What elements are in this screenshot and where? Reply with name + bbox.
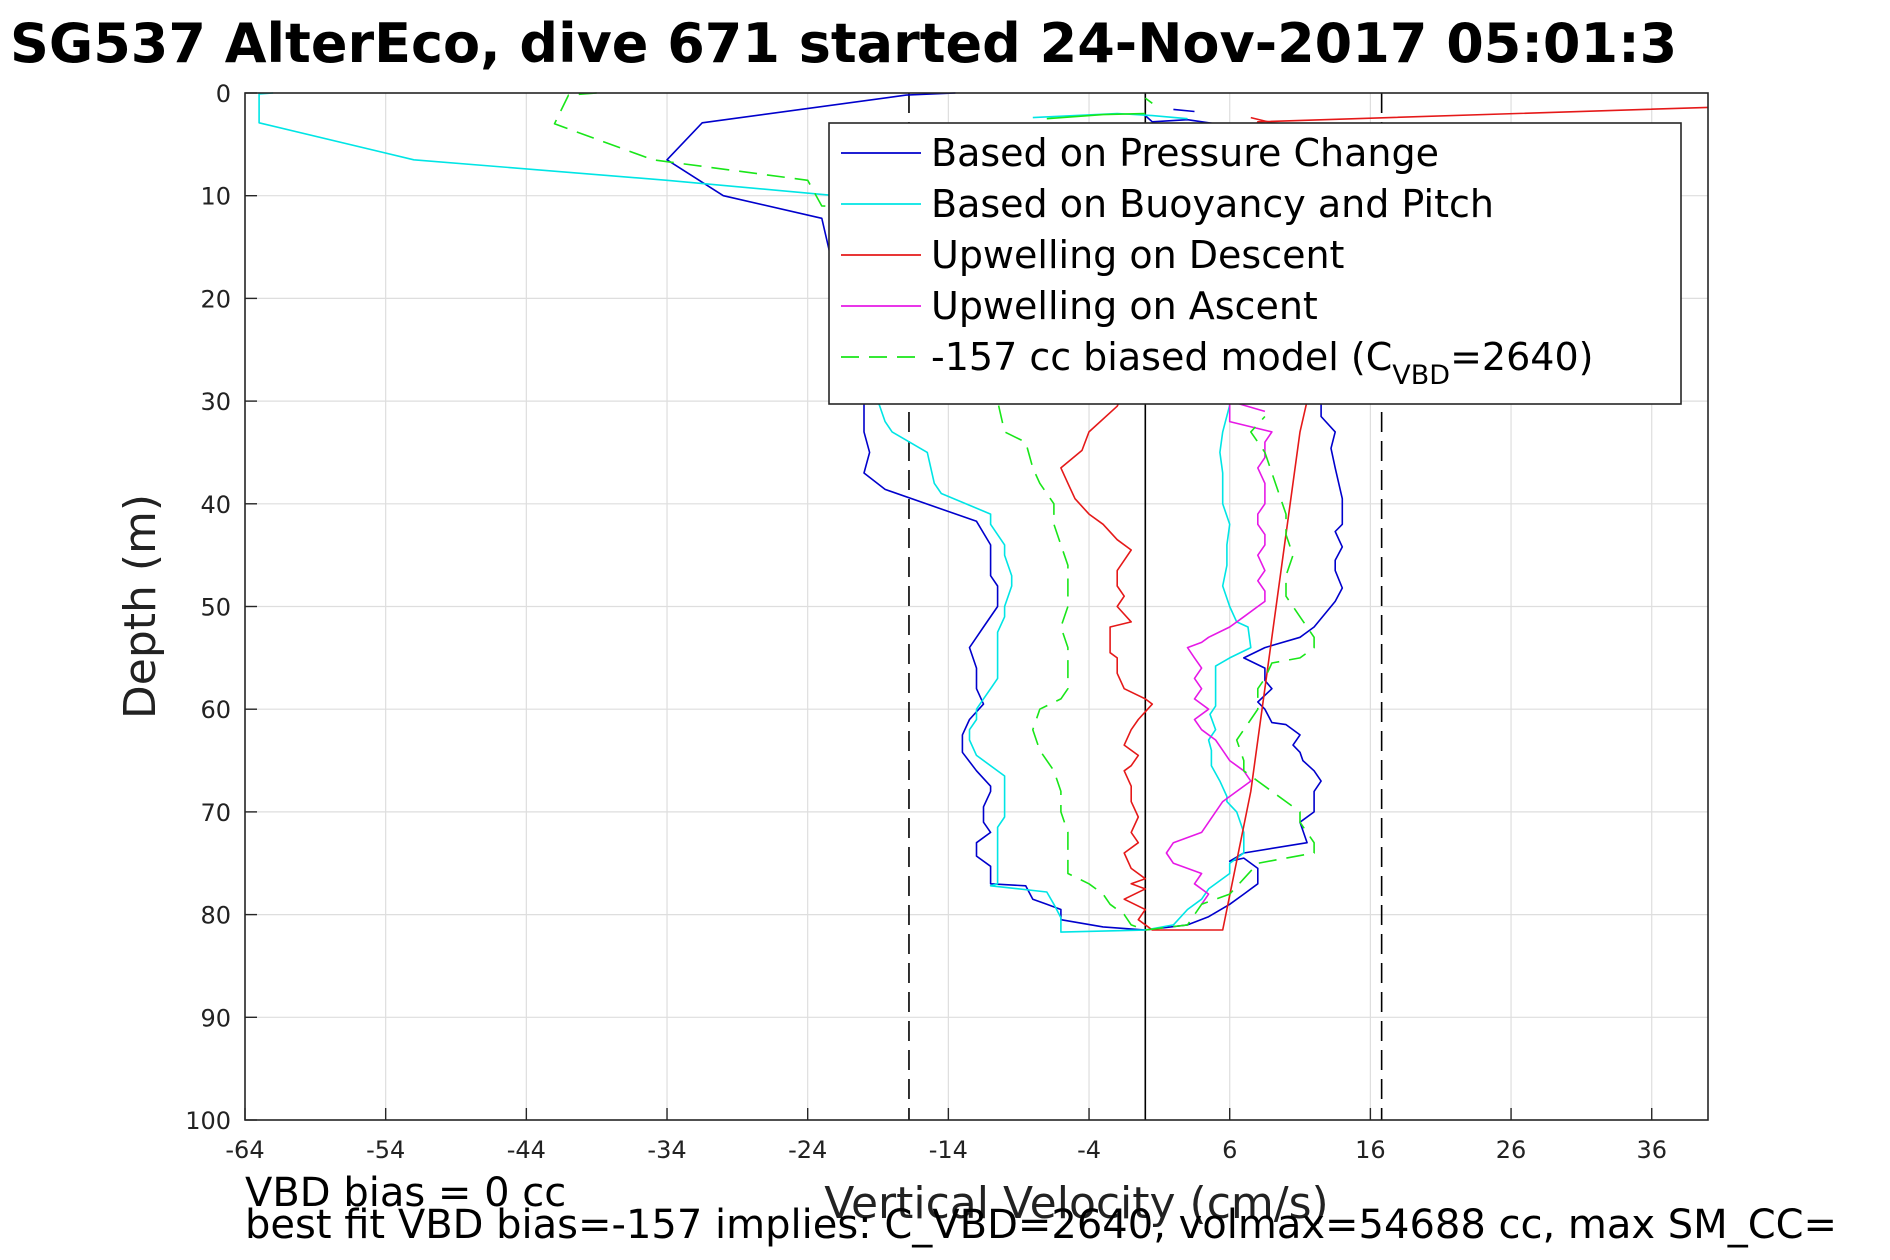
legend-box bbox=[828, 122, 1682, 405]
axis-ticks: -64 -54 -44 -34 -24 -14 -4 6 16 26 36 0 10 20 30 40 50 60… bbox=[185, 80, 1667, 1164]
x-tick-label-9: 26 bbox=[1496, 1136, 1527, 1164]
x-tick-label-0: -64 bbox=[225, 1136, 264, 1164]
x-tick-label-8: 16 bbox=[1355, 1136, 1386, 1164]
legend: Based on Pressure Change Based on Buoyanc… bbox=[828, 122, 1682, 405]
x-tick-label-4: -24 bbox=[788, 1136, 827, 1164]
x-tick-label-10: 36 bbox=[1636, 1136, 1667, 1164]
legend-entry-2: Upwelling on Descent bbox=[931, 233, 1344, 277]
series-line-3 bbox=[1165, 400, 1273, 905]
series-fragment-3 bbox=[1046, 112, 1146, 120]
y-tick-label-9: 90 bbox=[200, 1004, 231, 1032]
series-line-4 bbox=[553, 92, 1315, 931]
series-line-1 bbox=[258, 92, 1252, 933]
x-tick-label-1: -54 bbox=[366, 1136, 405, 1164]
legend-entry-3: Upwelling on Ascent bbox=[931, 284, 1318, 328]
x-tick-label-2: -44 bbox=[507, 1136, 546, 1164]
series-line-0 bbox=[666, 92, 1344, 931]
vbd-bias-annotation: VBD bias = 0 cc bbox=[245, 1170, 566, 1216]
x-tick-label-3: -34 bbox=[647, 1136, 686, 1164]
x-tick-label-6: -4 bbox=[1077, 1136, 1101, 1164]
x-tick-label-5: -14 bbox=[929, 1136, 968, 1164]
x-tick-label-7: 6 bbox=[1222, 1136, 1237, 1164]
series-group bbox=[258, 92, 1709, 933]
y-tick-label-8: 80 bbox=[200, 902, 231, 930]
y-tick-label-4: 40 bbox=[200, 491, 231, 519]
y-tick-label-10: 100 bbox=[185, 1107, 231, 1135]
y-tick-label-7: 70 bbox=[200, 799, 231, 827]
y-axis-label: Depth (m) bbox=[115, 494, 166, 719]
series-fragment-4 bbox=[1144, 97, 1153, 104]
chart-title: SG537 AlterEco, dive 671 started 24-Nov-… bbox=[10, 12, 1677, 75]
y-tick-label-0: 0 bbox=[216, 80, 231, 108]
legend-entry-0: Based on Pressure Change bbox=[931, 131, 1439, 175]
y-tick-label-1: 10 bbox=[200, 183, 231, 211]
series-fragment-1 bbox=[1173, 108, 1195, 113]
x-axis-label: Vertical Velocity (cm/s) bbox=[824, 1178, 1328, 1229]
series-line-2 bbox=[1060, 106, 1709, 931]
y-tick-label-2: 20 bbox=[200, 285, 231, 313]
y-tick-label-3: 30 bbox=[200, 388, 231, 416]
best-fit-annotation: best fit VBD bias=-157 implies: C_VBD=26… bbox=[245, 1202, 1837, 1248]
y-tick-label-6: 60 bbox=[200, 696, 231, 724]
legend-entry-4: -157 cc biased model (CVBD=2640) bbox=[931, 335, 1593, 391]
legend-entry-1: Based on Buoyancy and Pitch bbox=[931, 182, 1494, 226]
series-fragment-0 bbox=[1144, 115, 1216, 125]
y-tick-label-5: 50 bbox=[200, 594, 231, 622]
